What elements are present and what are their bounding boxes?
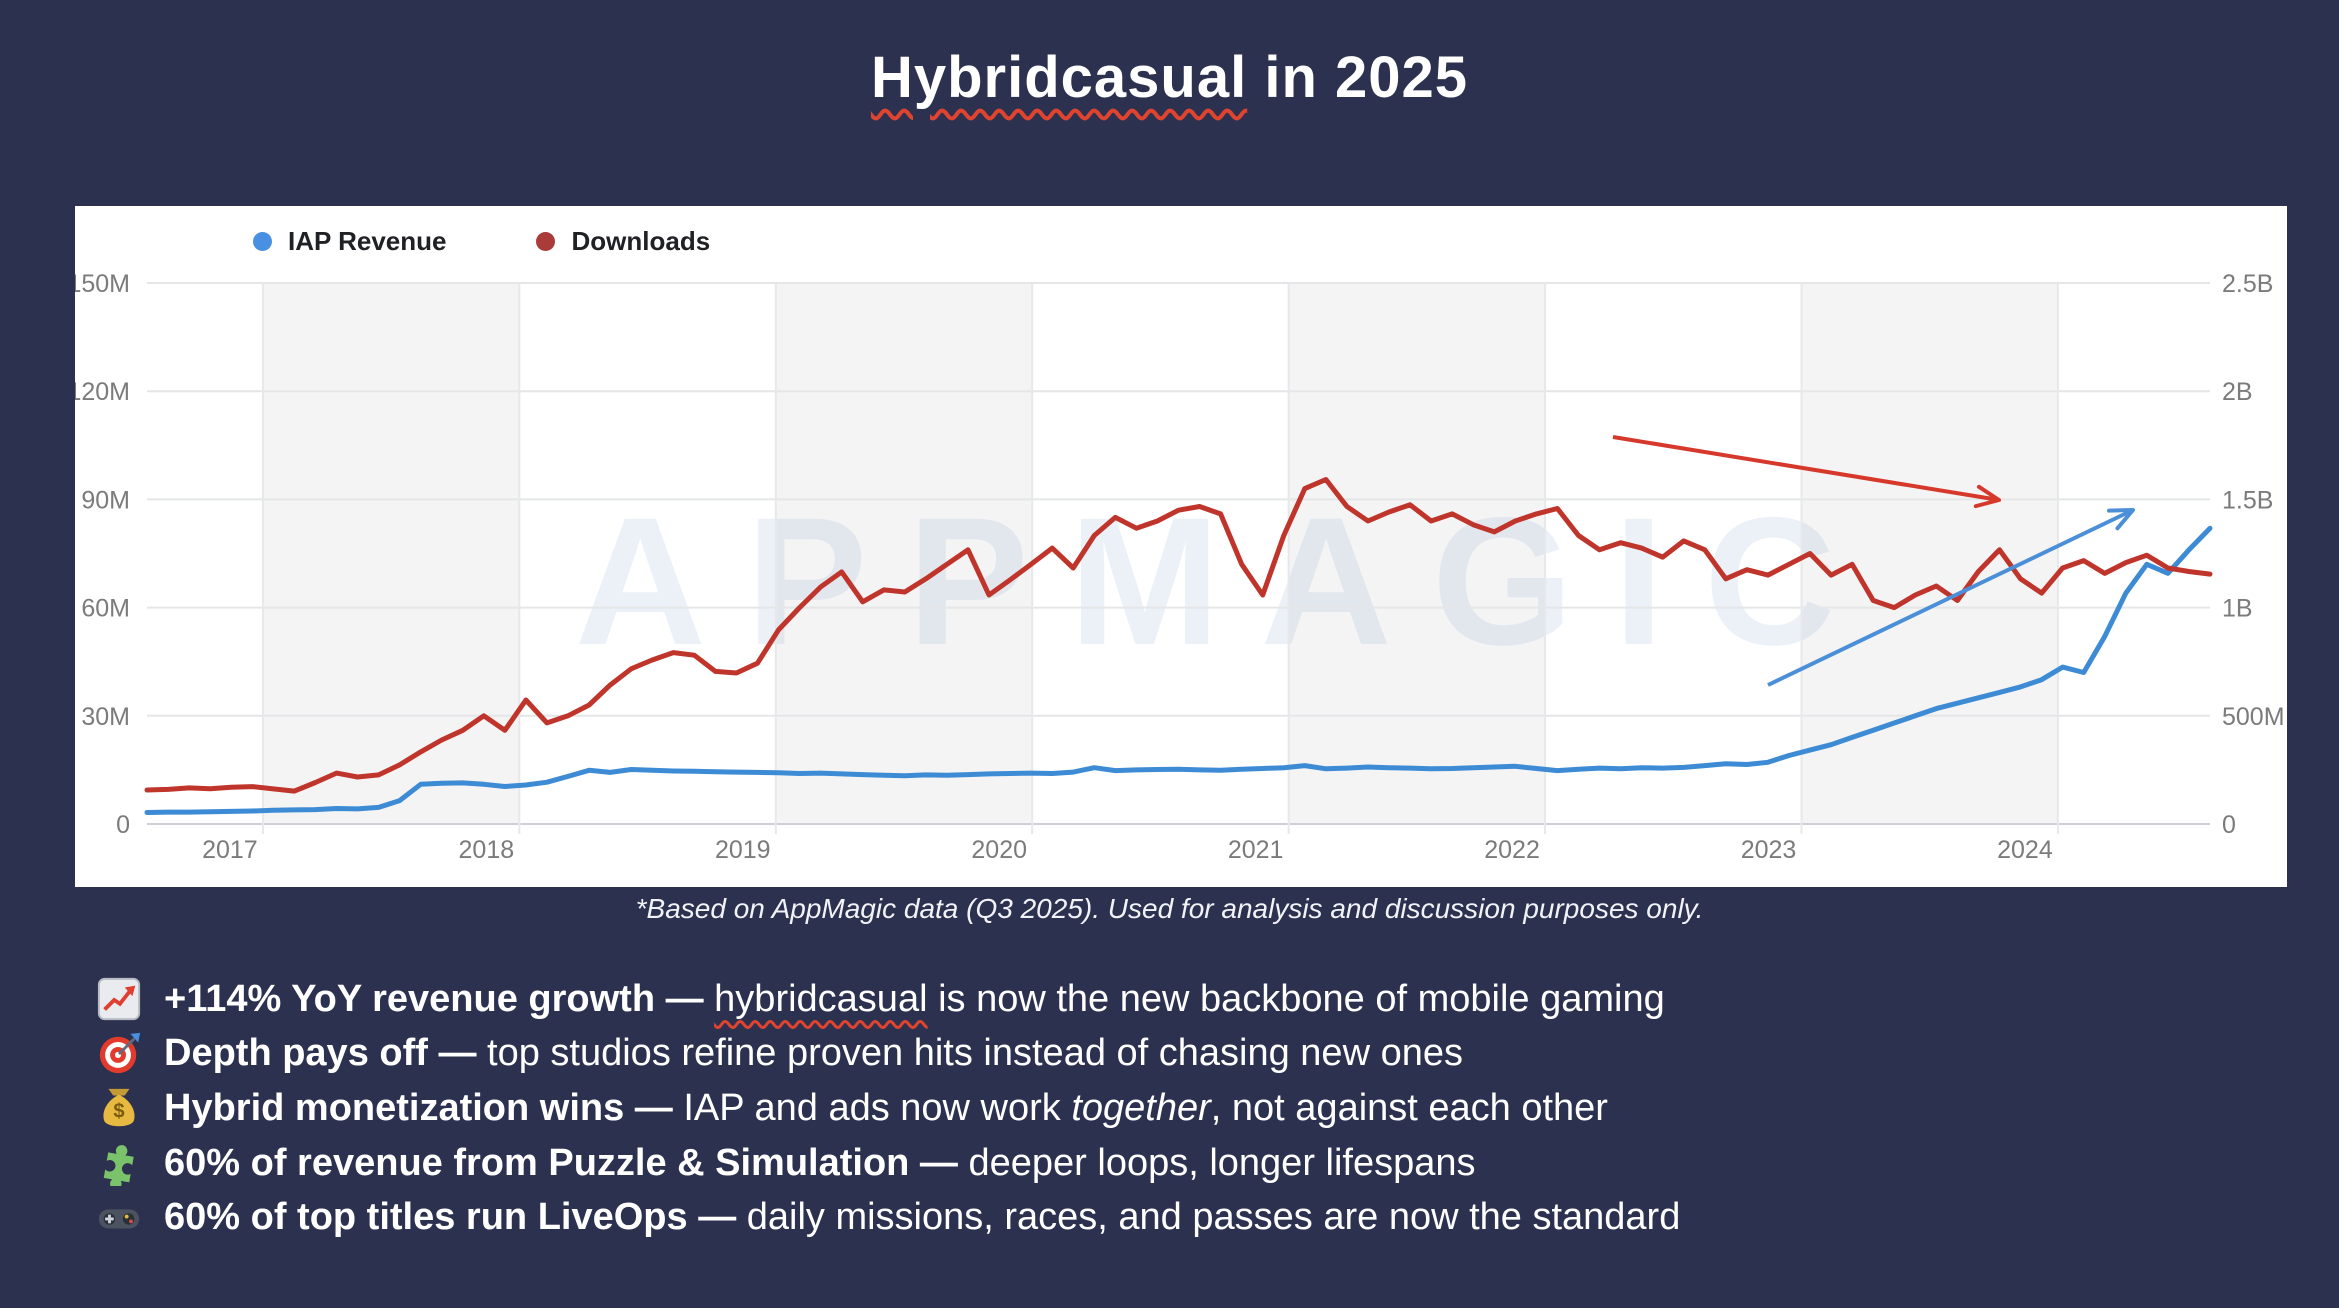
left-axis-tick: 0 [116, 811, 130, 839]
revenue-trend-arrow [1767, 508, 2134, 687]
money-bag-icon: $ [96, 1085, 142, 1131]
x-axis-tick: 2021 [1228, 836, 1284, 864]
left-axis-tick: 90M [81, 486, 130, 514]
left-axis-tick: 120M [75, 378, 130, 406]
text-segment: 60% of revenue from Puzzle & Simulation … [164, 1141, 969, 1184]
bullet-row-liveops: 60% of top titles run LiveOps — daily mi… [96, 1190, 1680, 1245]
x-axis-tick: 2022 [1484, 836, 1540, 864]
bullet-text: 60% of top titles run LiveOps — daily mi… [164, 1196, 1680, 1239]
downloads-trend-arrow [1612, 435, 2000, 502]
direct-hit-icon [96, 1031, 142, 1077]
chart-increasing-icon [96, 976, 142, 1022]
text-segment: hybridcasual [714, 977, 928, 1020]
bullet-row-genres: 60% of revenue from Puzzle & Simulation … [96, 1136, 1680, 1191]
text-segment: top studios refine proven hits instead o… [487, 1032, 1463, 1075]
page-title: Hybridcasual in 2025 [0, 44, 2339, 111]
bullet-row-depth: Depth pays off — top studios refine prov… [96, 1027, 1680, 1082]
right-axis-tick: 1.5B [2222, 486, 2273, 514]
chart-legend: IAP Revenue Downloads [253, 226, 710, 257]
x-axis-tick: 2024 [1997, 836, 2053, 864]
text-segment: +114% YoY revenue growth — [164, 977, 715, 1020]
year-band [1288, 283, 1546, 824]
right-axis-tick: 2.5B [2222, 270, 2273, 298]
video-game-icon [96, 1195, 142, 1241]
right-axis-tick: 2B [2222, 378, 2253, 406]
x-axis-tick: 2023 [1741, 836, 1797, 864]
year-band [775, 283, 1033, 824]
series-line-downloads [144, 477, 2213, 794]
puzzle-piece-icon [96, 1140, 142, 1187]
text-segment: , not against each other [1210, 1086, 1608, 1129]
year-band [262, 283, 520, 824]
bullet-text: Hybrid monetization wins — IAP and ads n… [164, 1087, 1608, 1130]
title-segment: in 2025 [1247, 45, 1469, 110]
bullet-text: +114% YoY revenue growth — hybridcasual … [164, 978, 1665, 1021]
downloads-trend-arrow-head [1973, 484, 2001, 509]
x-axis-tick: 2018 [459, 836, 515, 864]
legend-dot [253, 232, 272, 251]
left-axis-tick: 60M [81, 595, 130, 623]
legend-dot [536, 232, 556, 251]
legend-item[interactable]: Downloads [536, 226, 710, 257]
x-axis-tick: 2017 [202, 836, 258, 864]
x-axis-tick: 2019 [715, 836, 771, 864]
legend-label: IAP Revenue [288, 226, 447, 256]
left-axis-tick: 150M [75, 270, 130, 298]
left-axis-tick: 30M [81, 703, 130, 731]
chart-card: APPMAGIC 150M 2.5B 120M 2B 90M 1.5B 60M 1B 30M 500… [75, 206, 2287, 887]
bullet-row-monetization: $ Hybrid monetization wins — IAP and ads… [96, 1081, 1680, 1136]
watermark-text: APPMAGIC [575, 479, 1876, 683]
series-line-iap-revenue [144, 525, 2213, 815]
year-band [1801, 283, 2058, 824]
text-segment: together [1071, 1086, 1211, 1129]
text-segment: Depth pays off — [164, 1032, 488, 1075]
x-axis-tick: 2020 [971, 836, 1027, 864]
right-axis-tick: 1B [2222, 595, 2253, 623]
text-segment: deeper loops, longer lifespans [968, 1141, 1476, 1184]
legend-item[interactable]: IAP Revenue [253, 226, 446, 257]
revenue-trend-arrow-head [2107, 508, 2135, 531]
text-segment: daily missions, races, and passes are no… [746, 1196, 1681, 1239]
bullet-text: Depth pays off — top studios refine prov… [164, 1032, 1463, 1075]
legend-label: Downloads [571, 226, 711, 256]
text-segment: 60% of top titles run LiveOps — [164, 1196, 747, 1239]
chart-caption: *Based on AppMagic data (Q3 2025). Used … [635, 893, 1704, 924]
svg-text:$: $ [113, 1101, 124, 1123]
right-axis-tick: 0 [2222, 811, 2236, 839]
right-axis-tick: 500M [2222, 703, 2285, 731]
chart-svg: APPMAGIC 150M 2.5B 120M 2B 90M 1.5B 60M 1B 30M 500… [75, 270, 2285, 864]
bullet-list: +114% YoY revenue growth — hybridcasual … [96, 972, 1680, 1245]
title-segment: Hybridcasual [870, 45, 1248, 110]
text-segment: is now the new backbone of mobile gaming [927, 977, 1665, 1020]
text-segment: Hybrid monetization wins — [164, 1086, 684, 1129]
bullet-text: 60% of revenue from Puzzle & Simulation … [164, 1142, 1476, 1185]
text-segment: IAP and ads now work [683, 1086, 1072, 1129]
bullet-row-revenue-growth: +114% YoY revenue growth — hybridcasual … [96, 972, 1680, 1027]
